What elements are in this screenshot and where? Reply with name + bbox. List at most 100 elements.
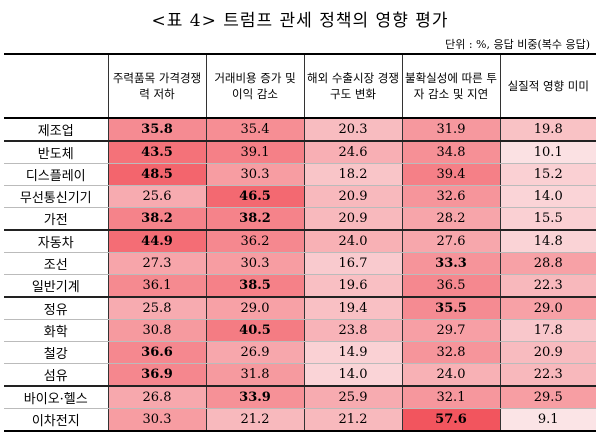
row-label: 바이오·헬스 [4, 386, 108, 409]
header-export-competition: 해외 수출시장 경쟁 구도 변화 [303, 53, 402, 119]
header-minimal-impact: 실질적 영향 미미 [499, 53, 596, 119]
row-label: 이차전지 [4, 408, 108, 432]
value-cell: 30.3 [107, 408, 206, 432]
value-cell: 39.1 [205, 141, 304, 164]
table-row: 무선통신기기 25.6 46.5 20.9 32.6 14.0 [4, 185, 596, 208]
value-cell: 14.0 [499, 185, 596, 208]
value-cell: 26.8 [107, 386, 206, 409]
value-cell: 57.6 [401, 408, 500, 432]
header-row: 주력품목 가격경쟁력 저하 거래비용 증가 및 이익 감소 해외 수출시장 경쟁… [4, 53, 596, 119]
row-label: 자동차 [4, 230, 108, 253]
value-cell: 33.9 [205, 386, 304, 409]
value-cell: 35.5 [401, 297, 500, 320]
row-label: 반도체 [4, 141, 108, 164]
value-cell: 35.4 [205, 118, 304, 142]
table-row: 이차전지 30.3 21.2 21.2 57.6 9.1 [4, 408, 596, 432]
value-cell: 30.3 [205, 252, 304, 275]
table-row: 디스플레이 48.5 30.3 18.2 39.4 15.2 [4, 163, 596, 186]
value-cell: 27.6 [401, 230, 500, 253]
value-cell: 22.3 [499, 274, 596, 298]
value-cell: 32.8 [401, 341, 500, 364]
value-cell: 36.5 [401, 274, 500, 298]
table-body: 제조업 35.8 35.4 20.3 31.9 19.8 반도체 43.5 39.1 24.6 34… [4, 118, 596, 432]
value-cell: 20.9 [303, 185, 402, 208]
value-cell: 29.7 [401, 319, 500, 342]
value-cell: 19.6 [303, 274, 402, 298]
value-cell: 20.3 [303, 118, 402, 142]
row-label: 제조업 [4, 118, 108, 142]
value-cell: 48.5 [107, 163, 206, 186]
value-cell: 31.8 [205, 363, 304, 387]
unit-note: 단위 : %, 응답 비중(복수 응답) [445, 38, 590, 51]
value-cell: 18.2 [303, 163, 402, 186]
header-price-competitiveness: 주력품목 가격경쟁력 저하 [107, 53, 206, 119]
table-row: 일반기계 36.1 38.5 19.6 36.5 22.3 [4, 274, 596, 298]
impact-table: 주력품목 가격경쟁력 저하 거래비용 증가 및 이익 감소 해외 수출시장 경쟁… [4, 53, 596, 432]
value-cell: 15.2 [499, 163, 596, 186]
table-row: 바이오·헬스 26.8 33.9 25.9 32.1 29.5 [4, 386, 596, 409]
value-cell: 24.6 [303, 141, 402, 164]
value-cell: 28.2 [401, 207, 500, 231]
table-row: 정유 25.8 29.0 19.4 35.5 29.0 [4, 297, 596, 320]
value-cell: 25.6 [107, 185, 206, 208]
value-cell: 36.1 [107, 274, 206, 298]
value-cell: 44.9 [107, 230, 206, 253]
value-cell: 21.2 [303, 408, 402, 432]
table-row: 자동차 44.9 36.2 24.0 27.6 14.8 [4, 230, 596, 253]
table-row: 제조업 35.8 35.4 20.3 31.9 19.8 [4, 118, 596, 142]
value-cell: 14.9 [303, 341, 402, 364]
value-cell: 30.3 [205, 163, 304, 186]
row-label: 섬유 [4, 363, 108, 387]
table-row: 화학 30.8 40.5 23.8 29.7 17.8 [4, 319, 596, 342]
row-label: 무선통신기기 [4, 185, 108, 208]
value-cell: 40.5 [205, 319, 304, 342]
value-cell: 19.4 [303, 297, 402, 320]
value-cell: 25.8 [107, 297, 206, 320]
value-cell: 36.2 [205, 230, 304, 253]
table-title: <표 4> 트럼프 관세 정책의 영향 평가 [151, 11, 449, 31]
header-blank [4, 53, 108, 119]
value-cell: 38.5 [205, 274, 304, 298]
value-cell: 36.6 [107, 341, 206, 364]
value-cell: 15.5 [499, 207, 596, 231]
table-row: 가전 38.2 38.2 20.9 28.2 15.5 [4, 207, 596, 231]
row-label: 화학 [4, 319, 108, 342]
value-cell: 38.2 [205, 207, 304, 231]
value-cell: 38.2 [107, 207, 206, 231]
value-cell: 21.2 [205, 408, 304, 432]
value-cell: 34.8 [401, 141, 500, 164]
value-cell: 39.4 [401, 163, 500, 186]
value-cell: 16.7 [303, 252, 402, 275]
value-cell: 36.9 [107, 363, 206, 387]
table-row: 반도체 43.5 39.1 24.6 34.8 10.1 [4, 141, 596, 164]
value-cell: 33.3 [401, 252, 500, 275]
value-cell: 23.8 [303, 319, 402, 342]
value-cell: 32.6 [401, 185, 500, 208]
value-cell: 17.8 [499, 319, 596, 342]
value-cell: 9.1 [499, 408, 596, 432]
table-row: 철강 36.6 26.9 14.9 32.8 20.9 [4, 341, 596, 364]
table-row: 조선 27.3 30.3 16.7 33.3 28.8 [4, 252, 596, 275]
value-cell: 30.8 [107, 319, 206, 342]
value-cell: 22.3 [499, 363, 596, 387]
value-cell: 25.9 [303, 386, 402, 409]
header-transaction-cost: 거래비용 증가 및 이익 감소 [205, 53, 304, 119]
row-label: 디스플레이 [4, 163, 108, 186]
value-cell: 14.8 [499, 230, 596, 253]
value-cell: 29.0 [205, 297, 304, 320]
value-cell: 46.5 [205, 185, 304, 208]
value-cell: 10.1 [499, 141, 596, 164]
row-label: 정유 [4, 297, 108, 320]
value-cell: 27.3 [107, 252, 206, 275]
value-cell: 20.9 [499, 341, 596, 364]
value-cell: 35.8 [107, 118, 206, 142]
value-cell: 20.9 [303, 207, 402, 231]
row-label: 철강 [4, 341, 108, 364]
value-cell: 24.0 [303, 230, 402, 253]
value-cell: 29.5 [499, 386, 596, 409]
row-label: 일반기계 [4, 274, 108, 298]
value-cell: 32.1 [401, 386, 500, 409]
value-cell: 29.0 [499, 297, 596, 320]
value-cell: 31.9 [401, 118, 500, 142]
value-cell: 28.8 [499, 252, 596, 275]
